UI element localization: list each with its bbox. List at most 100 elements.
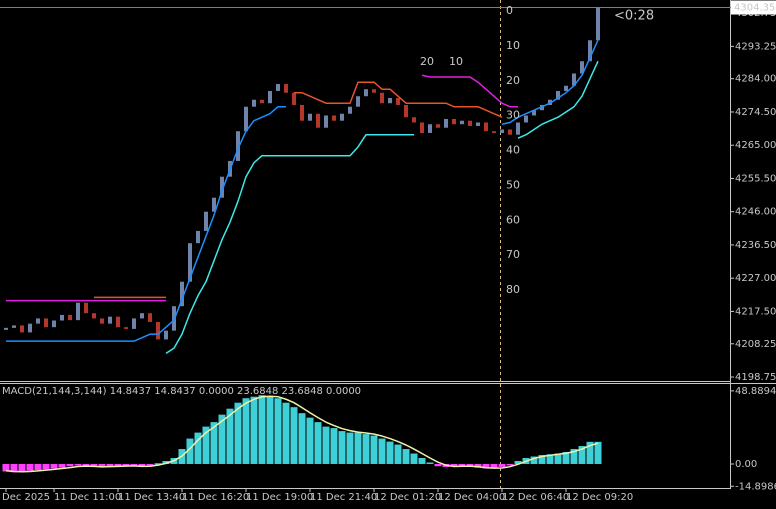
data-bar — [154, 463, 162, 465]
data-bar — [546, 454, 554, 464]
data-bar — [44, 318, 48, 328]
x-tick-label: 11 Dec 11:00 — [54, 492, 121, 503]
data-bar — [364, 89, 368, 97]
data-bar — [324, 115, 328, 128]
data-bar — [114, 463, 122, 467]
data-bar — [426, 462, 434, 464]
data-bar — [380, 92, 384, 104]
overlay-tick-label: 10 — [506, 39, 520, 52]
x-tick-label: 11 Dec 21:40 — [310, 492, 377, 503]
data-bar — [68, 314, 72, 321]
data-bar — [330, 428, 338, 464]
data-bar — [196, 230, 200, 244]
data-bar — [314, 422, 322, 464]
data-bar — [282, 402, 290, 464]
data-bar — [530, 456, 538, 464]
data-bar — [276, 83, 280, 91]
y-tick-label: 4198.75 — [735, 372, 776, 383]
y-tick-label: 4293.25 — [735, 41, 776, 52]
data-bar — [572, 73, 576, 86]
data-bar — [242, 398, 250, 464]
data-bar — [108, 316, 112, 324]
data-bar — [354, 432, 362, 464]
data-bar — [492, 131, 496, 133]
data-bar — [556, 90, 560, 100]
data-bar — [386, 441, 394, 464]
data-bar — [74, 463, 82, 466]
indicator-line — [6, 74, 518, 302]
data-bar — [306, 417, 314, 464]
data-bar — [34, 463, 42, 470]
data-bar — [332, 115, 336, 121]
indicator-line — [6, 39, 599, 342]
data-bar — [98, 463, 106, 467]
data-bar — [162, 460, 170, 464]
data-bar — [340, 113, 344, 121]
data-bar — [204, 211, 208, 231]
overlay-tick-label: 50 — [506, 178, 520, 191]
overlay-tick-label: 60 — [506, 213, 520, 226]
data-bar — [370, 435, 378, 464]
overlay-tick-label: 40 — [506, 144, 520, 157]
data-bar — [18, 463, 26, 472]
data-bar — [66, 463, 74, 467]
data-bar — [372, 89, 376, 93]
x-tick-label: 11 Dec 19:00 — [246, 492, 313, 503]
overlay-tick-label: 70 — [506, 248, 520, 261]
data-bar — [212, 197, 216, 212]
y-tick-label: 4274.50 — [735, 107, 776, 118]
data-bar — [468, 120, 472, 126]
data-bar — [594, 441, 602, 464]
indicator-line — [165, 60, 599, 355]
x-tick-label: 12 Dec 04:00 — [438, 492, 505, 503]
data-bar — [130, 463, 138, 467]
y-tick-label: -14.8986 — [735, 481, 776, 492]
data-bar — [218, 414, 226, 464]
indicator-line — [5, 395, 599, 473]
data-bar — [482, 463, 490, 469]
data-bar — [252, 99, 256, 107]
data-bar — [540, 104, 544, 111]
x-tick-label: 12 Dec 06:40 — [502, 492, 569, 503]
data-bar — [564, 85, 568, 91]
overlay-tick-label: 0 — [506, 4, 513, 17]
data-bar — [444, 118, 448, 128]
data-bar — [402, 449, 410, 464]
data-bar — [346, 432, 354, 464]
data-bar — [428, 124, 432, 133]
data-bar — [580, 61, 584, 74]
data-bar — [506, 463, 514, 466]
data-bar — [100, 318, 104, 324]
data-bar — [116, 316, 120, 328]
y-tick-label: 4208.25 — [735, 339, 776, 350]
data-bar — [404, 104, 408, 118]
data-bar — [164, 330, 168, 340]
data-bar — [490, 463, 498, 469]
data-bar — [140, 313, 144, 319]
data-bar — [146, 463, 154, 466]
data-bar — [586, 441, 594, 464]
y-tick-label: 4255.50 — [735, 173, 776, 184]
data-bar — [60, 314, 64, 321]
data-bar — [226, 408, 234, 464]
data-bar — [476, 122, 480, 126]
data-bar — [388, 97, 392, 104]
data-bar — [284, 83, 288, 93]
data-bar — [82, 463, 90, 467]
data-bar — [410, 453, 418, 464]
data-bar — [474, 463, 482, 468]
data-bar — [28, 323, 32, 333]
data-bar — [124, 327, 128, 329]
data-bar — [234, 402, 242, 464]
data-bar — [356, 96, 360, 107]
data-bar — [458, 463, 466, 466]
indicator-line — [94, 81, 503, 299]
data-bar — [76, 302, 80, 321]
data-bar — [244, 106, 248, 132]
bar-timer: <0:28 — [614, 9, 654, 24]
data-bar — [52, 320, 56, 328]
data-bar — [90, 463, 98, 467]
data-bar — [36, 318, 40, 324]
data-bar — [298, 413, 306, 464]
